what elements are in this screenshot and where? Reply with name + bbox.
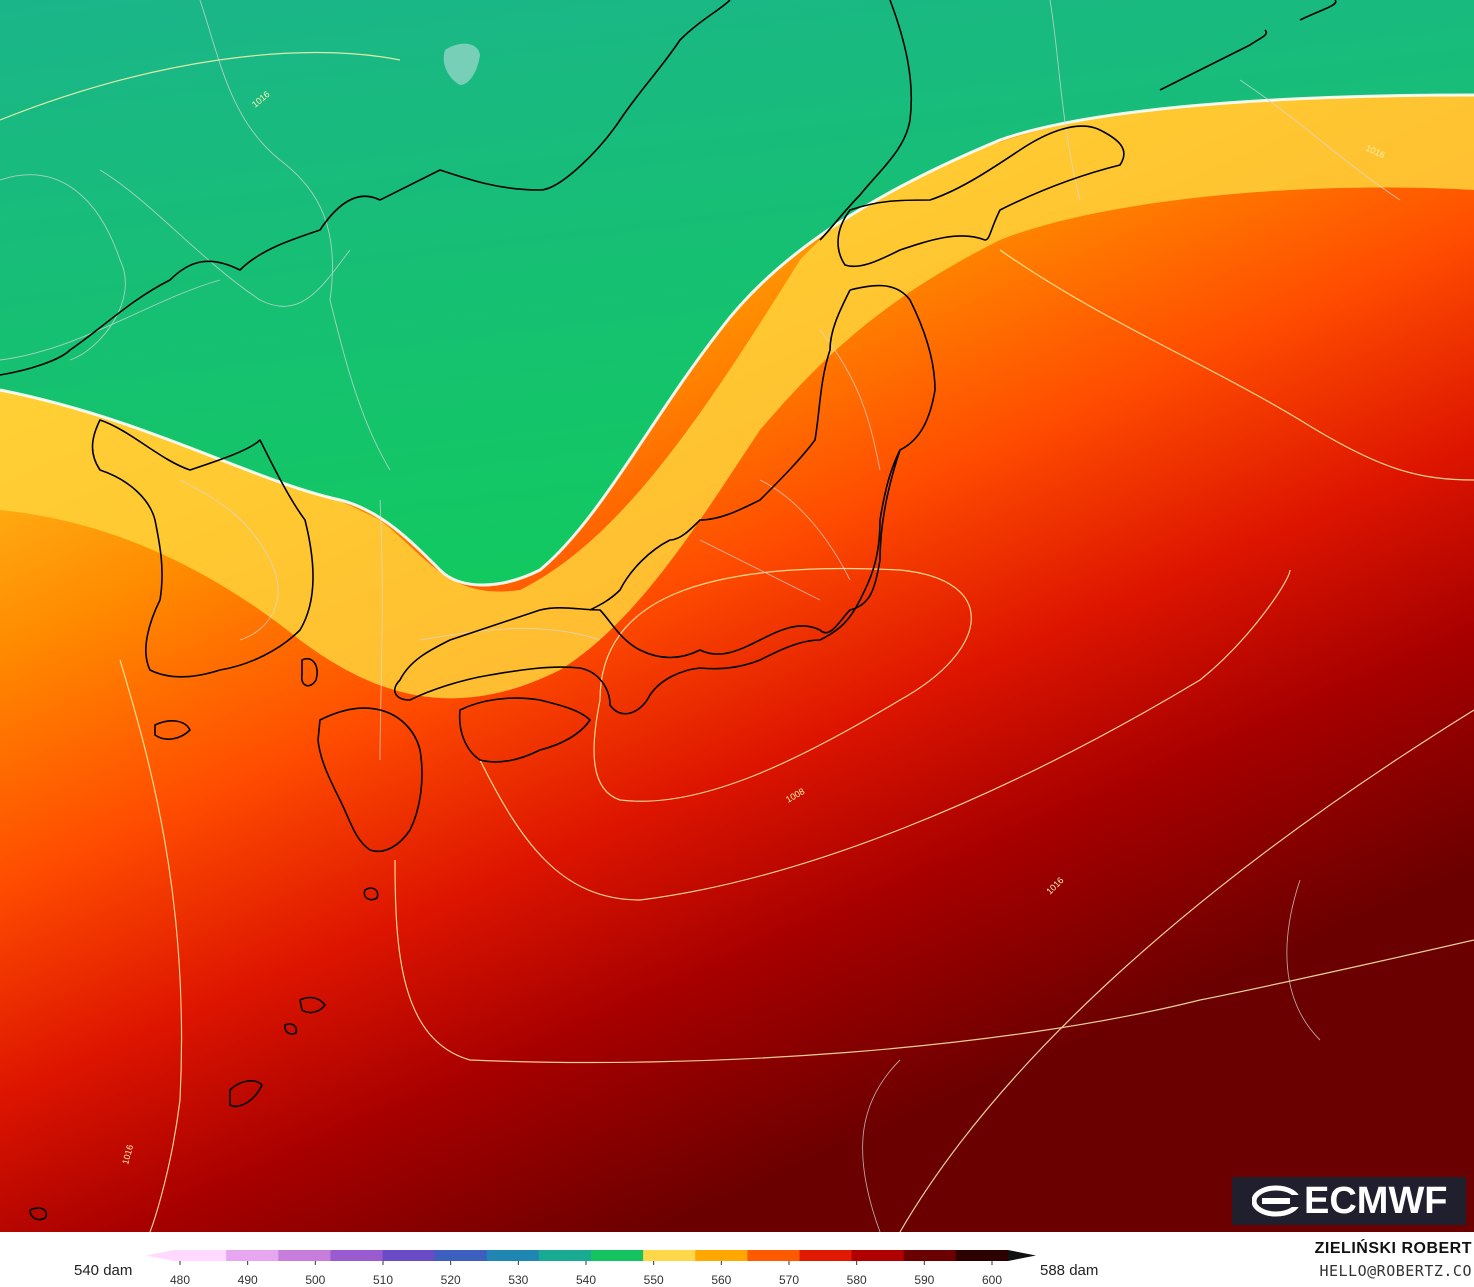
colorbar-swatch <box>747 1250 800 1261</box>
isobar-1016-south2 <box>394 859 1474 1064</box>
ecmwf-logo-icon <box>1252 1185 1300 1217</box>
isobars <box>0 51 1474 1232</box>
forecast-map: 1016 1016 1008 1016 1016 <box>0 0 1474 1232</box>
island <box>299 996 326 1014</box>
colorbar-arrow-right <box>1008 1250 1036 1261</box>
island <box>229 1080 263 1107</box>
colorbar-tick-label: 520 <box>441 1273 461 1287</box>
coastlines <box>0 0 1337 1221</box>
ecmwf-logo: ECMWF <box>1232 1177 1466 1225</box>
hokkaido-coast <box>837 125 1125 268</box>
front-line <box>0 93 1474 587</box>
isobar-1016-south <box>479 569 1291 901</box>
isobar-1016-east <box>899 709 1474 1232</box>
lake <box>443 43 480 85</box>
colorbar-swatch <box>903 1250 957 1261</box>
colorbar-swatch <box>643 1250 696 1261</box>
colorbar-swatch <box>955 1250 1009 1261</box>
honshu-coast <box>394 284 936 715</box>
colorbar-swatch <box>851 1250 905 1261</box>
colorbar-swatch <box>799 1250 853 1261</box>
cold-air-mass <box>0 0 1474 585</box>
colorbar-swatch <box>486 1250 540 1261</box>
honshu-north-coast <box>589 289 851 611</box>
ecmwf-logo-text: ECMWF <box>1304 1180 1448 1222</box>
colorbar-tick-label: 540 <box>576 1273 596 1287</box>
isobar-1016-north <box>999 249 1474 481</box>
colorbar-tick-label: 500 <box>305 1273 325 1287</box>
kyushu-coast <box>317 707 423 852</box>
isobar-1016-west <box>119 659 183 1232</box>
colorbar-arrow-left <box>146 1250 174 1261</box>
colorbar-swatch <box>226 1250 279 1261</box>
colorbar-tick-label: 600 <box>982 1273 1002 1287</box>
island <box>29 1207 48 1221</box>
colorbar-tick-label: 510 <box>373 1273 393 1287</box>
colorbar-unit-right: 588 dam <box>1040 1262 1099 1279</box>
colorbar-swatch <box>695 1250 748 1261</box>
colorbar-tick-label: 570 <box>779 1273 799 1287</box>
island <box>284 1023 298 1035</box>
colorbar-tick-label: 560 <box>711 1273 731 1287</box>
island <box>300 658 318 687</box>
colorbar-swatch <box>174 1250 227 1261</box>
author-name: ZIELIŃSKI ROBERT <box>1314 1240 1472 1257</box>
colorbar-tick-label: 590 <box>914 1273 934 1287</box>
colorbar-tick-label: 490 <box>238 1273 258 1287</box>
colorbar-swatch <box>434 1250 488 1261</box>
shikoku-coast <box>458 697 591 763</box>
colorbar-swatch <box>382 1250 436 1261</box>
island <box>1159 29 1268 91</box>
colorbar-swatch <box>538 1250 592 1261</box>
colorbar-tick-label: 480 <box>170 1273 190 1287</box>
island <box>1299 0 1337 21</box>
colorbar-swatch <box>278 1250 331 1261</box>
colorbar: 480 490 500 510 520 530 540 550 560 570 580 590 600 <box>146 1250 1036 1287</box>
isobar-1008-loop <box>593 567 972 802</box>
colorbar-tick-label: 550 <box>644 1273 664 1287</box>
island <box>363 887 379 901</box>
sakhalin-coast <box>819 0 913 241</box>
korea-coast <box>91 419 314 678</box>
colorbar-tick-label: 580 <box>847 1273 867 1287</box>
island <box>154 720 191 740</box>
yellow-band <box>0 95 1474 699</box>
mainland-coast <box>0 0 731 376</box>
author-email: HELLO@ROBERTZ.CO <box>1319 1262 1472 1280</box>
colorbar-unit-left: 540 dam <box>74 1262 133 1279</box>
colorbar-tick-label: 530 <box>508 1273 528 1287</box>
colorbar-swatch <box>591 1250 644 1261</box>
colorbar-swatch <box>330 1250 383 1261</box>
